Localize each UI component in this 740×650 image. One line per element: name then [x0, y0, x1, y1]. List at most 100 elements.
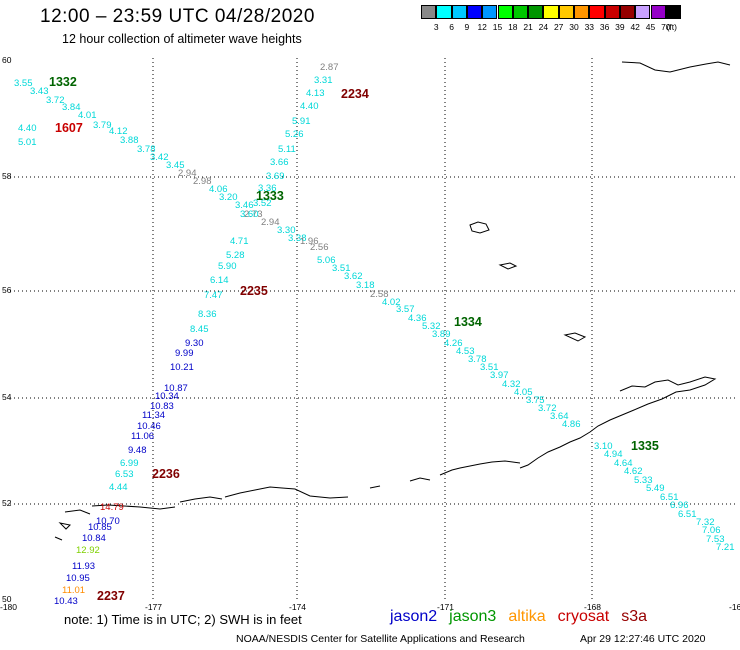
wave-height-value: 4.36 [408, 313, 427, 324]
wave-height-value: 3.18 [356, 280, 375, 291]
wave-height-value: 3.78 [137, 144, 156, 155]
track-time-label: 2234 [341, 87, 369, 101]
legend-tick-label: 33 [584, 22, 595, 32]
legend-tick-label: 3 [433, 22, 439, 32]
longitude-label: -177 [145, 602, 163, 612]
page-title: 12:00 – 23:59 UTC 04/28/2020 [40, 6, 315, 27]
latitude-label: 54 [2, 392, 12, 402]
legend-tick-label: 39 [615, 22, 625, 32]
wave-height-value: 8.36 [198, 309, 217, 320]
track-time-label: 1607 [55, 121, 83, 135]
mission-name: altika [508, 608, 546, 625]
wave-height-value: 10.34 [155, 391, 179, 402]
track-time-label: 1333 [256, 189, 284, 203]
wave-height-value: 4.40 [300, 101, 319, 112]
wave-height-value: 3.45 [166, 160, 185, 171]
wave-height-value: 4.64 [614, 458, 633, 469]
wave-height-value: 3.51 [480, 362, 499, 373]
longitude-label: -168 [584, 602, 602, 612]
legend-swatch [574, 5, 590, 19]
wave-height-value: 4.02 [382, 297, 401, 308]
wave-height-value: 4.71 [230, 236, 249, 247]
wave-height-value: 4.94 [604, 449, 623, 460]
wave-height-value: 3.30 [277, 225, 296, 236]
wave-height-value: 2.94 [261, 217, 280, 228]
longitude-label: -171 [437, 602, 455, 612]
legend-swatch [558, 5, 574, 19]
wave-height-value: 3.66 [270, 157, 289, 168]
legend-tick-label: 24 [538, 22, 549, 32]
wave-height-value: 3.69 [266, 171, 285, 182]
wave-height-value: 4.44 [109, 482, 128, 493]
wave-height-value: 5.91 [292, 116, 311, 127]
wave-height-value: 1.96 [300, 236, 319, 247]
wave-height-value: 4.53 [456, 346, 475, 357]
legend-swatch [650, 5, 666, 19]
wave-height-value: 11.01 [62, 585, 86, 596]
wave-height-value: 5.33 [634, 475, 653, 486]
legend-swatch [466, 5, 483, 19]
legend-swatch [665, 5, 682, 19]
latitude-label: 50 [2, 594, 12, 604]
wave-height-value: 5.49 [646, 483, 665, 494]
wave-height-value: 11.93 [72, 561, 96, 572]
wave-height-value: 2.94 [178, 168, 197, 179]
wave-height-value: 4.32 [502, 379, 521, 390]
wave-height-value: 3.72 [538, 403, 557, 414]
legend-tick-label: 30 [569, 22, 579, 32]
wave-height-value: 4.13 [306, 88, 325, 99]
wave-height-value: 3.72 [46, 95, 65, 106]
track-time-label: 2237 [97, 589, 125, 603]
longitude-label: -174 [289, 602, 307, 612]
legend-tick-label: 9 [464, 22, 470, 32]
wave-height-value: 6.53 [115, 469, 134, 480]
legend-swatch [619, 5, 636, 19]
legend-swatch [589, 5, 605, 19]
legend-tick-label: 15 [492, 22, 503, 32]
wave-height-value: 4.01 [78, 110, 97, 121]
wave-height-value: 2.87 [320, 62, 339, 73]
legend-swatch [604, 5, 620, 19]
wave-height-value: 3.42 [150, 152, 169, 163]
wave-height-value: 3.60 [240, 209, 259, 220]
wave-height-value: 3.78 [468, 354, 487, 365]
wave-height-value: 3.52 [253, 198, 272, 209]
wave-height-value: 14.79 [100, 502, 124, 513]
track-time-label: 1332 [49, 75, 77, 89]
wave-height-value: 3.20 [219, 192, 238, 203]
wave-height-value: 6.99 [120, 458, 139, 469]
mission-legend: jason2 jason3 altika cryosat s3a [390, 608, 659, 626]
wave-height-value: 7.06 [702, 525, 721, 536]
wave-height-value: 10.87 [164, 383, 188, 394]
wave-height-value: 4.12 [109, 126, 128, 137]
wave-height-value: 7.47 [204, 290, 223, 301]
wave-height-value: 5.32 [422, 321, 441, 332]
credit-line: NOAA/NESDIS Center for Satellite Applica… [236, 633, 525, 645]
legend-swatch [436, 5, 452, 19]
wave-height-value: 3.36 [258, 183, 277, 194]
legend-unit: (ft) [666, 22, 677, 32]
wave-height-value: 10.84 [82, 533, 106, 544]
wave-height-value: 6.51 [678, 509, 697, 520]
mission-name: jason3 [449, 608, 497, 625]
legend-swatch [512, 5, 529, 19]
wave-height-value: 4.26 [444, 338, 463, 349]
wave-height-value: 7.32 [696, 517, 715, 528]
legend-swatch [497, 5, 513, 19]
page-subtitle: 12 hour collection of altimeter wave hei… [62, 32, 302, 46]
wave-height-value: 4.06 [209, 184, 228, 195]
wave-height-value: 10.46 [137, 421, 161, 432]
wave-height-value: 2.56 [310, 242, 329, 253]
wave-height-value: 3.84 [62, 102, 81, 113]
wave-height-value: 4.86 [562, 419, 581, 430]
legend-swatch [451, 5, 467, 19]
wave-height-value: 3.55 [14, 78, 33, 89]
wave-height-value: 4.40 [18, 123, 37, 134]
wave-height-value: 9.30 [185, 338, 204, 349]
legend-swatch [543, 5, 559, 19]
wave-height-value: 7.53 [706, 534, 725, 545]
legend-swatch [421, 5, 437, 19]
wave-height-value: 3.79 [93, 120, 112, 131]
legend-tick-label: 6 [449, 22, 454, 32]
wave-height-value: 9.99 [175, 348, 194, 359]
